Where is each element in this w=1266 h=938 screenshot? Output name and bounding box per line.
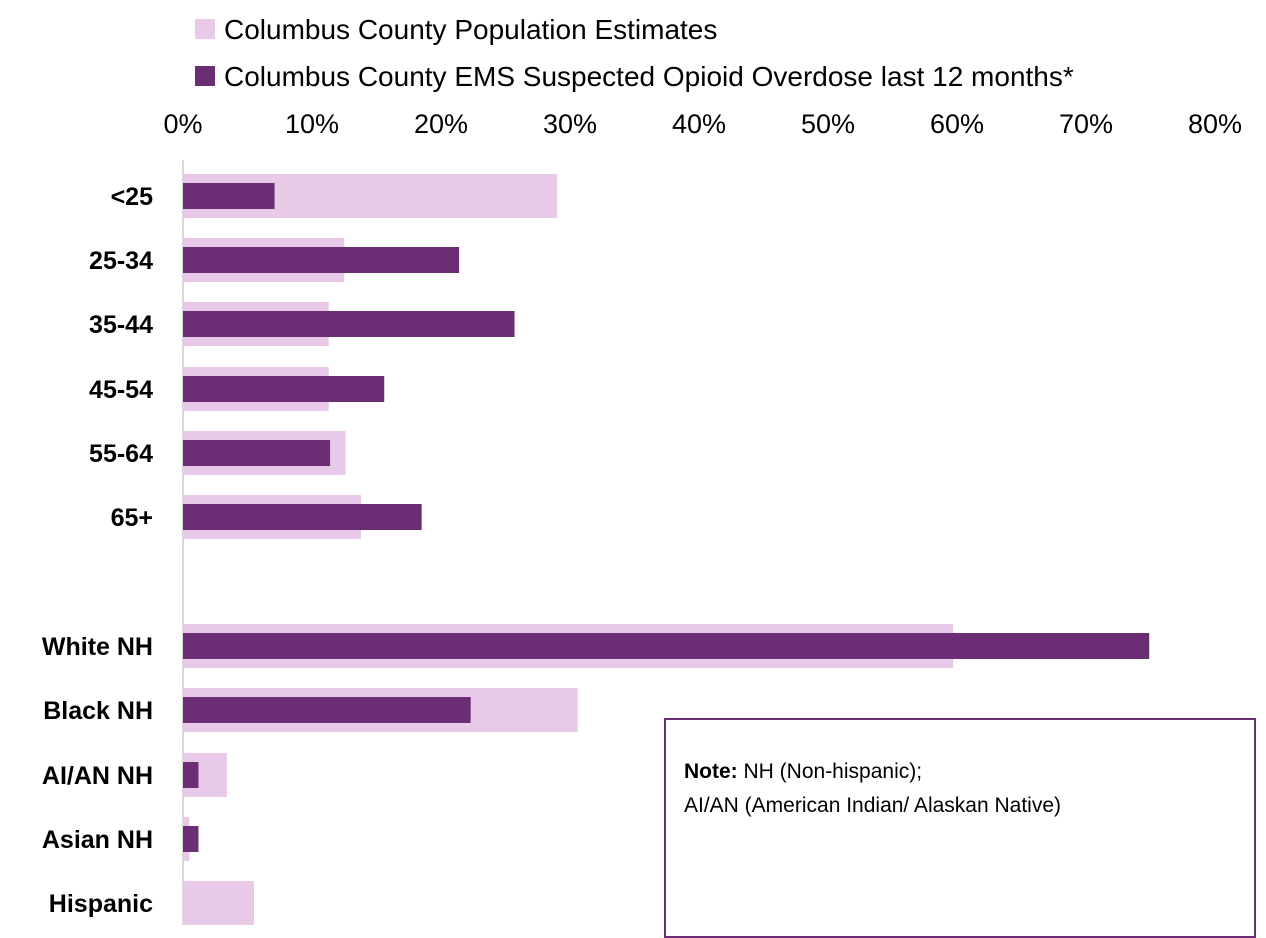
x-tick-label: 10% <box>285 109 339 139</box>
category-label: AI/AN NH <box>42 762 153 790</box>
category-labels: <25 25-34 35-44 45-54 55-64 65+ White NH Black … <box>42 183 153 918</box>
note-line-1: Note: NH (Non-hispanic); <box>684 760 922 784</box>
legend-label-0: Columbus County Population Estimates <box>224 14 717 45</box>
category-label: Black NH <box>43 697 153 725</box>
bar-ems-overdose <box>183 504 422 530</box>
category-label: <25 <box>111 183 154 211</box>
note-box: Note: NH (Non-hispanic); AI/AN (American… <box>664 718 1256 938</box>
note-line-2: AI/AN (American Indian/ Alaskan Native) <box>684 794 1061 817</box>
x-tick-label: 40% <box>672 109 726 139</box>
bar-population <box>183 881 254 925</box>
category-label: 55-64 <box>89 440 153 468</box>
note-label: Note: <box>684 760 738 783</box>
bar-ems-overdose <box>183 633 1150 659</box>
bar-ems-overdose <box>183 376 385 402</box>
note-text-1: NH (Non-hispanic); <box>737 760 923 783</box>
bar-ems-overdose <box>183 826 199 852</box>
legend-label-1: Columbus County EMS Suspected Opioid Ove… <box>224 61 1074 92</box>
category-label: 65+ <box>111 504 153 532</box>
bar-ems-overdose <box>183 183 275 209</box>
category-label: 25-34 <box>89 247 153 275</box>
x-tick-label: 0% <box>163 109 202 139</box>
category-label: 35-44 <box>89 311 153 339</box>
x-tick-label: 70% <box>1059 109 1113 139</box>
category-label: Asian NH <box>42 826 153 854</box>
bars <box>183 174 1150 925</box>
legend-swatch-0 <box>195 19 215 39</box>
category-label: 45-54 <box>89 376 153 404</box>
x-tick-label: 80% <box>1188 109 1242 139</box>
bar-ems-overdose <box>183 762 199 788</box>
category-label: White NH <box>42 633 153 661</box>
bar-ems-overdose <box>183 247 460 273</box>
x-tick-label: 60% <box>930 109 984 139</box>
x-tick-label: 20% <box>414 109 468 139</box>
bar-ems-overdose <box>183 440 331 466</box>
bar-ems-overdose <box>183 311 515 337</box>
chart-legend: Columbus County Population Estimates Colu… <box>195 14 1074 92</box>
x-axis-ticks: 0% 10% 20% 30% 40% 50% 60% 70% 80% <box>163 109 1242 139</box>
bar-ems-overdose <box>183 697 471 723</box>
x-tick-label: 50% <box>801 109 855 139</box>
category-label: Hispanic <box>49 890 153 918</box>
legend-swatch-1 <box>195 66 215 86</box>
x-tick-label: 30% <box>543 109 597 139</box>
